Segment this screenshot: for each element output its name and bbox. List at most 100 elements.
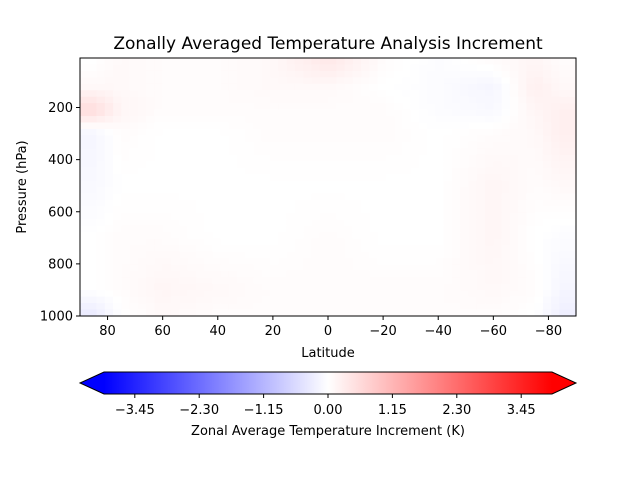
heatmap-cell bbox=[361, 148, 370, 156]
heatmap-cell bbox=[286, 199, 296, 207]
heatmap-cell bbox=[104, 199, 114, 207]
heatmap-cell bbox=[344, 83, 354, 91]
heatmap-cell bbox=[476, 309, 486, 317]
heatmap-cell bbox=[154, 154, 164, 162]
heatmap-cell bbox=[187, 199, 197, 207]
colorbar-tick-label: −2.30 bbox=[179, 403, 219, 418]
heatmap-cell bbox=[303, 122, 313, 130]
heatmap-cell bbox=[526, 90, 536, 98]
heatmap-cell bbox=[146, 257, 155, 265]
heatmap-cell bbox=[518, 303, 527, 311]
heatmap-cell bbox=[402, 174, 412, 182]
heatmap-cell bbox=[270, 206, 279, 214]
heatmap-cell bbox=[551, 116, 561, 124]
heatmap-cell bbox=[228, 103, 238, 111]
heatmap-cell bbox=[534, 296, 544, 304]
heatmap-cell bbox=[361, 303, 370, 311]
heatmap-cell bbox=[319, 290, 329, 298]
heatmap-cell bbox=[113, 77, 122, 85]
heatmap-cell bbox=[278, 161, 288, 169]
heatmap-cell bbox=[369, 58, 379, 66]
heatmap-cell bbox=[137, 206, 147, 214]
heatmap-cell bbox=[352, 141, 362, 149]
heatmap-cell bbox=[80, 303, 89, 311]
colorbar-label: Zonal Average Temperature Increment (K) bbox=[191, 424, 465, 439]
heatmap-cell bbox=[501, 245, 511, 253]
heatmap-cell bbox=[80, 296, 89, 304]
heatmap-cell bbox=[96, 148, 106, 156]
heatmap-cell bbox=[344, 290, 354, 298]
heatmap-cell bbox=[319, 193, 329, 201]
heatmap-cell bbox=[319, 148, 329, 156]
heatmap-cell bbox=[485, 303, 494, 311]
heatmap-cell bbox=[468, 174, 478, 182]
heatmap-cell bbox=[113, 187, 122, 195]
heatmap-cell bbox=[195, 251, 205, 259]
heatmap-cell bbox=[179, 296, 189, 304]
colorbar-tick-label: 3.45 bbox=[507, 403, 536, 418]
heatmap-cell bbox=[113, 245, 122, 253]
heatmap-cell bbox=[253, 251, 263, 259]
heatmap-cell bbox=[336, 128, 346, 136]
heatmap-cell bbox=[220, 77, 230, 85]
heatmap-cell bbox=[187, 167, 197, 175]
heatmap-cell bbox=[526, 148, 536, 156]
heatmap-cell bbox=[534, 109, 544, 117]
heatmap-cell bbox=[270, 122, 279, 130]
heatmap-cell bbox=[435, 180, 445, 188]
heatmap-cell bbox=[551, 96, 561, 104]
heatmap-cell bbox=[377, 187, 387, 195]
heatmap-cell bbox=[551, 122, 561, 130]
heatmap-cell bbox=[88, 180, 98, 188]
heatmap-cell bbox=[278, 264, 288, 272]
heatmap-cell bbox=[187, 174, 197, 182]
heatmap-cell bbox=[261, 58, 271, 66]
heatmap-cell bbox=[476, 187, 486, 195]
heatmap-cell bbox=[278, 251, 288, 259]
heatmap-cell bbox=[369, 109, 379, 117]
heatmap-cell bbox=[468, 180, 478, 188]
heatmap-cell bbox=[113, 283, 122, 291]
heatmap-cell bbox=[245, 167, 255, 175]
heatmap-cell bbox=[278, 232, 288, 240]
heatmap-cell bbox=[402, 264, 412, 272]
heatmap-cell bbox=[534, 148, 544, 156]
heatmap-cell bbox=[394, 167, 403, 175]
heatmap-cell bbox=[228, 309, 238, 317]
y-tick-label: 800 bbox=[48, 257, 73, 272]
heatmap-cell bbox=[162, 161, 172, 169]
heatmap-cell bbox=[228, 212, 238, 220]
heatmap-cell bbox=[137, 303, 147, 311]
heatmap-cell bbox=[96, 251, 106, 259]
heatmap-cell bbox=[220, 270, 230, 278]
heatmap-cell bbox=[518, 290, 527, 298]
heatmap-cell bbox=[187, 90, 197, 98]
heatmap-cell bbox=[212, 128, 222, 136]
heatmap-cell bbox=[410, 128, 420, 136]
heatmap-cell bbox=[220, 232, 230, 240]
heatmap-cell bbox=[534, 238, 544, 246]
heatmap-cell bbox=[96, 290, 106, 298]
heatmap-cell bbox=[187, 251, 197, 259]
heatmap-cell bbox=[418, 290, 428, 298]
heatmap-cell bbox=[476, 148, 486, 156]
heatmap-cell bbox=[559, 238, 569, 246]
heatmap-cell bbox=[319, 180, 329, 188]
heatmap-cell bbox=[377, 167, 387, 175]
heatmap-cell bbox=[154, 103, 164, 111]
heatmap-cell bbox=[187, 283, 197, 291]
heatmap-cell bbox=[377, 303, 387, 311]
heatmap-cell bbox=[526, 277, 536, 285]
heatmap-cell bbox=[286, 122, 296, 130]
heatmap-cell bbox=[410, 109, 420, 117]
heatmap-cell bbox=[154, 219, 164, 227]
heatmap-cell bbox=[435, 251, 445, 259]
heatmap-cell bbox=[179, 264, 189, 272]
heatmap-cell bbox=[129, 245, 139, 253]
heatmap-cell bbox=[443, 277, 453, 285]
heatmap-cell bbox=[261, 70, 271, 78]
heatmap-cell bbox=[228, 128, 238, 136]
heatmap-cell bbox=[104, 58, 114, 66]
heatmap-cell bbox=[452, 122, 461, 130]
heatmap-cell bbox=[187, 232, 197, 240]
